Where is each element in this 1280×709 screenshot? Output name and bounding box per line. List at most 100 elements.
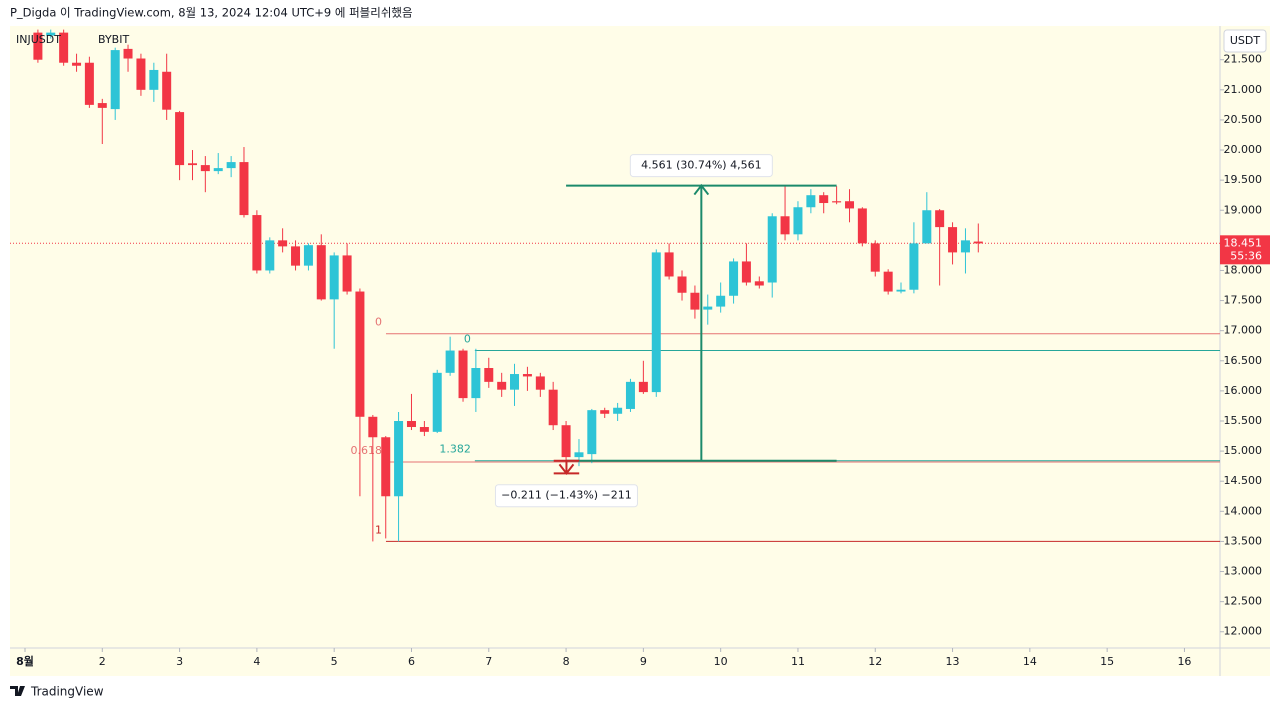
candle-body (72, 62, 82, 66)
candle-body (754, 281, 764, 286)
x-tick-label: 13 (946, 655, 960, 668)
candle-body (419, 427, 429, 432)
measure-label-box (494, 484, 638, 508)
x-tick-label: 12 (868, 655, 882, 668)
candle-body (960, 240, 970, 253)
candle-body (561, 425, 571, 458)
brand-logo (10, 686, 25, 696)
candle-body (522, 374, 532, 377)
candle-body (342, 255, 352, 292)
fib-level-label: 0.618 (350, 444, 382, 457)
candle-body (46, 32, 56, 36)
exchange: BYBIT (98, 33, 129, 46)
candle-body (767, 216, 777, 283)
candle-body (278, 240, 288, 247)
candle-body (316, 245, 326, 300)
candle-body (625, 381, 635, 409)
measure-arrow-head (693, 183, 710, 196)
x-tick-label: 11 (791, 655, 805, 668)
y-tick-label: 21.500 (1224, 53, 1263, 66)
x-tick-label: 15 (1100, 655, 1114, 668)
candle-body (97, 103, 107, 108)
candle-body (510, 374, 520, 390)
candle-body (780, 216, 790, 235)
x-tick-label: 8 (563, 655, 570, 668)
measure-arrow-head (558, 463, 575, 476)
candle-body (484, 368, 494, 382)
y-tick-label: 15.000 (1224, 444, 1263, 457)
candle-body (149, 69, 159, 90)
fib-level-label: 1 (375, 523, 382, 536)
y-tick-label: 17.000 (1224, 324, 1263, 337)
candle-body (303, 245, 313, 266)
y-tick-label: 16.000 (1224, 384, 1263, 397)
x-tick-label: 16 (1177, 655, 1191, 668)
candle-body (432, 372, 442, 432)
x-tick-label: 10 (714, 655, 728, 668)
candle-body (110, 50, 120, 110)
y-tick-label: 20.500 (1224, 113, 1263, 126)
measure-label-box (629, 154, 773, 178)
candle-body (226, 162, 236, 169)
candle-body (239, 162, 249, 216)
candle-body (329, 255, 339, 300)
candle-body (793, 207, 803, 235)
y-tick-label: 14.000 (1224, 504, 1263, 517)
candle-body (59, 32, 69, 63)
last-price-label: 18.451 (1224, 236, 1263, 249)
countdown: 55:36 (1230, 249, 1262, 262)
x-tick-label: 14 (1023, 655, 1037, 668)
candle-body (33, 32, 43, 60)
y-tick-label: 13.000 (1224, 565, 1263, 578)
candle-body (291, 246, 301, 266)
candle-body (368, 416, 378, 438)
candle-body (716, 295, 726, 307)
candle-body (252, 215, 262, 271)
last-price-tag (1220, 235, 1270, 265)
candle-body (535, 376, 545, 390)
candle-body (883, 271, 893, 292)
y-tick-label: 21.000 (1224, 83, 1263, 96)
brand: TradingView (30, 685, 104, 699)
candle-body (574, 452, 584, 458)
currency-box (1223, 29, 1267, 53)
candle-body (613, 407, 623, 414)
measure-label: 4.561 (30.74%) 4,561 (641, 159, 762, 172)
candle-body (600, 410, 610, 414)
x-tick-label: 4 (253, 655, 260, 668)
candle-body (497, 381, 507, 390)
candle-body (123, 48, 133, 59)
candle-body (845, 201, 855, 209)
candle-body (896, 289, 906, 292)
candle-body (832, 201, 842, 203)
candle-body (729, 261, 739, 296)
candle-body (136, 58, 146, 90)
candle-body (200, 165, 210, 172)
candle-body (381, 437, 391, 497)
y-tick-label: 15.500 (1224, 414, 1263, 427)
y-tick-label: 12.500 (1224, 595, 1263, 608)
x-tick-label: 6 (408, 655, 415, 668)
candle-body (458, 350, 468, 399)
candle-body (587, 410, 597, 455)
candle-body (265, 240, 275, 271)
candle-body (394, 420, 404, 497)
candle-body (175, 112, 185, 166)
y-tick-label: 16.500 (1224, 354, 1263, 367)
y-tick-label: 17.500 (1224, 294, 1263, 307)
candle-body (948, 227, 958, 253)
y-tick-label: 20.000 (1224, 143, 1263, 156)
y-tick-label: 14.500 (1224, 474, 1263, 487)
y-tick-label: 18.000 (1224, 263, 1263, 276)
currency: USDT (1230, 34, 1261, 47)
candle-body (471, 368, 481, 399)
fib-level-label: 0 (375, 316, 382, 329)
fib-level-label: 1.382 (439, 443, 471, 456)
measure-label: −0.211 (−1.43%) −211 (501, 489, 632, 502)
fib-level-label: 0 (464, 333, 471, 346)
candle-body (638, 381, 648, 393)
symbol: INJUSDT (16, 33, 61, 46)
y-tick-label: 19.500 (1224, 173, 1263, 186)
x-tick-label: 3 (176, 655, 183, 668)
y-tick-label: 19.000 (1224, 203, 1263, 216)
